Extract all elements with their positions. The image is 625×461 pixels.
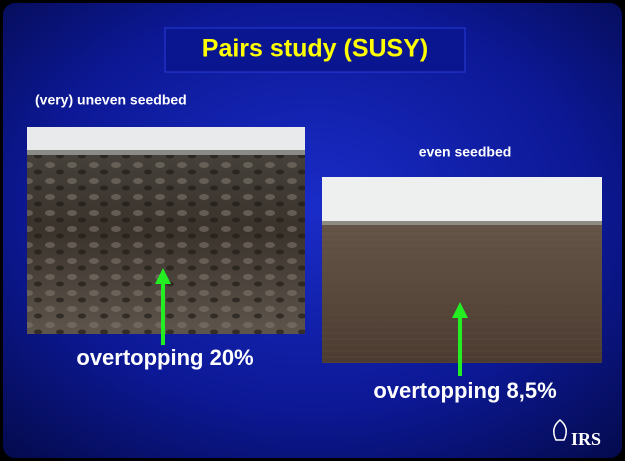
right-label: overtopping 8,5% (373, 378, 556, 403)
left-label: overtopping 20% (76, 345, 253, 370)
title: Pairs study (SUSY) (202, 35, 428, 63)
left-photo (27, 127, 305, 334)
logo: IRS (571, 429, 601, 449)
slide: Pairs study (SUSY) (very) uneven seedbed… (0, 0, 625, 461)
left-caption: (very) uneven seedbed (35, 92, 187, 108)
right-caption: even seedbed (419, 144, 512, 160)
